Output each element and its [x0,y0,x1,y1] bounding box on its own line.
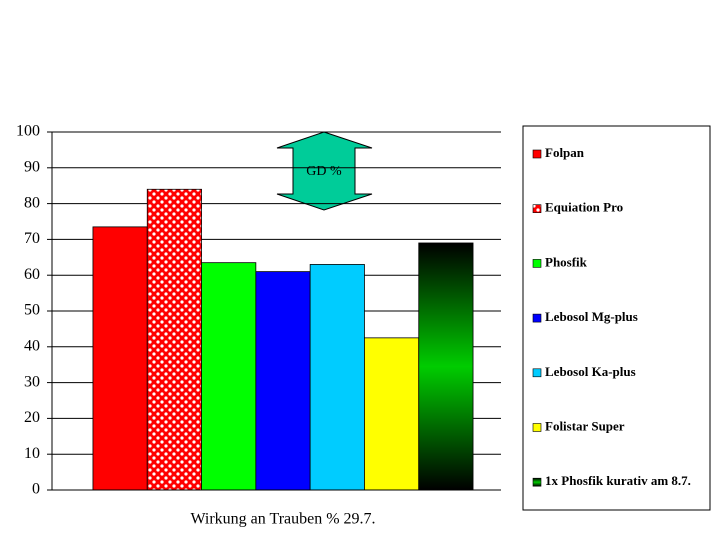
bar [255,271,311,491]
legend-swatch [532,477,542,487]
legend-swatch [532,259,542,268]
y-tick-label: 100 [16,123,40,140]
annotation: GD % [306,164,342,179]
bar [146,188,202,491]
y-tick-label: 10 [24,445,40,462]
y-tick-label: 70 [24,230,40,247]
y-tick-label: 20 [24,409,40,426]
y-tick-label: 0 [32,481,40,498]
x-axis-label: Wirkung an Trauben % 29.7. [190,511,375,528]
bar [418,242,474,491]
legend-label: Phosfik [545,254,588,269]
legend-swatch [532,149,542,159]
bar [92,226,148,491]
legend-label: Equiation Pro [545,200,623,215]
legend-label: Folistar Super [545,418,625,433]
legend-label: 1x Phosfik kurativ am 8.7. [545,473,691,488]
legend-swatch [532,368,542,378]
legend-label: Lebosol Mg-plus [545,309,638,324]
bar [201,262,257,491]
y-tick-label: 90 [24,158,40,175]
bar [364,337,420,491]
y-tick-label: 30 [24,373,40,390]
legend-label: Lebosol Ka-plus [545,364,636,379]
legend-box [522,125,711,511]
y-tick-label: 60 [24,266,40,283]
bar [309,264,365,491]
y-tick-label: 50 [24,302,40,319]
legend-swatch [532,423,542,432]
y-tick-label: 80 [24,194,40,211]
legend-label: Folpan [545,145,585,160]
legend-swatch [532,313,542,323]
legend-swatch [532,204,542,213]
gd-arrow [276,131,373,211]
y-tick-label: 40 [24,337,40,354]
